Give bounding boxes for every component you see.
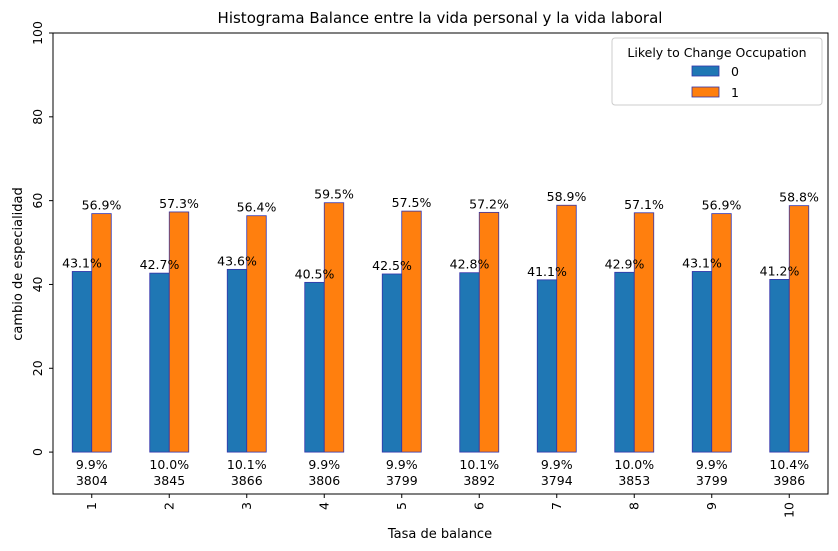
category-count-label: 3853	[618, 473, 650, 488]
category-share-label: 10.4%	[769, 457, 809, 472]
bar-value-label: 57.2%	[469, 196, 509, 211]
bar-series-0-cat-9	[691, 271, 713, 453]
category-count-label: 3806	[308, 473, 340, 488]
category-count-label: 3892	[463, 473, 495, 488]
legend-swatch-0	[691, 65, 720, 77]
x-axis: 1 2 3 4 5 6 7 8 9 10	[84, 494, 796, 518]
x-tick-label: 3	[239, 502, 254, 510]
bar-series-1-cat-1	[91, 213, 112, 453]
category-share-label: 10.0%	[614, 457, 654, 472]
legend-label-1: 1	[731, 85, 739, 100]
legend-label-0: 0	[731, 64, 739, 79]
bar-value-label: 57.5%	[392, 195, 432, 210]
category-share-label: 10.1%	[227, 457, 267, 472]
y-tick-label: 20	[30, 360, 45, 376]
category-count-label: 3845	[153, 473, 185, 488]
x-tick-label: 8	[626, 502, 641, 510]
category-share-label: 9.9%	[696, 457, 728, 472]
bar-value-label: 42.9%	[605, 256, 645, 271]
category-count-label: 3794	[541, 473, 573, 488]
x-tick-label: 1	[84, 502, 99, 510]
bar-value-label: 56.4%	[237, 200, 277, 215]
x-tick-label: 5	[394, 502, 409, 510]
category-share-label: 10.0%	[149, 457, 189, 472]
value-labels-layer: 43.1% 56.9% 42.7% 57.3% 43.6% 56.4% 40.5% 59.5%…	[62, 187, 819, 282]
bar-series-0-cat-2	[149, 272, 170, 453]
bar-value-label: 42.5%	[372, 258, 412, 273]
category-count-label: 3804	[76, 473, 108, 488]
x-tick-label: 2	[161, 502, 176, 510]
category-count-label: 3986	[773, 473, 805, 488]
category-share-label: 9.9%	[76, 457, 108, 472]
bar-value-label: 42.8%	[450, 257, 490, 272]
legend-title: Likely to Change Occupation	[627, 45, 806, 60]
bar-series-0-cat-6	[459, 272, 480, 453]
bar-series-0-cat-7	[536, 279, 558, 453]
y-axis-label: cambio de especialidad	[11, 187, 26, 341]
bar-series-1-cat-7	[556, 204, 577, 453]
bar-value-label: 56.9%	[82, 198, 122, 213]
annotations-layer: 9.9%380410.0%384510.1%38669.9%38069.9%37…	[76, 457, 809, 488]
y-tick-label: 60	[30, 193, 45, 209]
legend-swatch-1	[691, 86, 720, 98]
y-axis: 0 20 40 60 80 100	[30, 21, 53, 456]
bar-series-1-cat-3	[246, 215, 267, 453]
bar-series-0-cat-3	[226, 268, 248, 453]
bar-value-label: 57.3%	[159, 196, 199, 211]
chart-title: Histograma Balance entre la vida persona…	[218, 9, 663, 27]
y-tick-label: 40	[30, 276, 45, 292]
bar-series-0-cat-10	[769, 279, 790, 453]
y-tick-label: 80	[30, 109, 45, 125]
bar-value-label: 41.2%	[760, 263, 800, 278]
bar-series-1-cat-5	[401, 210, 422, 453]
bar-series-0-cat-5	[381, 273, 403, 453]
y-tick-label: 0	[30, 448, 45, 456]
category-share-label: 10.1%	[459, 457, 499, 472]
bar-series-1-cat-4	[323, 202, 345, 453]
bar-value-label: 43.6%	[217, 253, 257, 268]
bar-value-label: 40.5%	[295, 266, 335, 281]
category-count-label: 3799	[696, 473, 728, 488]
x-axis-label: Tasa de balance	[387, 527, 492, 542]
bar-value-label: 58.9%	[547, 189, 587, 204]
x-tick-label: 6	[471, 502, 486, 510]
bar-series-1-cat-9	[711, 213, 732, 453]
plot-frame	[52, 32, 829, 495]
bar-value-label: 59.5%	[314, 187, 354, 202]
bars-layer	[71, 202, 810, 453]
x-tick-label: 7	[549, 502, 564, 510]
legend: Likely to Change Occupation 0 1	[611, 37, 823, 106]
bar-series-0-cat-1	[71, 271, 93, 453]
bar-value-label: 56.9%	[702, 198, 742, 213]
bar-value-label: 43.1%	[62, 255, 102, 270]
bar-value-label: 42.7%	[140, 257, 180, 272]
bar-value-label: 43.1%	[682, 255, 722, 270]
category-share-label: 9.9%	[386, 457, 418, 472]
category-count-label: 3866	[231, 473, 263, 488]
bar-series-1-cat-2	[168, 211, 190, 453]
bar-series-1-cat-6	[478, 211, 500, 453]
bar-series-0-cat-4	[304, 281, 325, 453]
x-tick-label: 4	[316, 502, 331, 510]
x-tick-label: 9	[704, 502, 719, 510]
x-tick-label: 10	[781, 502, 796, 518]
category-share-label: 9.9%	[541, 457, 573, 472]
bar-series-0-cat-8	[614, 271, 635, 453]
bar-value-label: 58.8%	[779, 190, 819, 205]
bar-value-label: 57.1%	[624, 197, 664, 212]
y-tick-label: 100	[30, 21, 45, 45]
bar-series-1-cat-10	[788, 205, 810, 453]
bar-value-label: 41.1%	[527, 264, 567, 279]
bar-series-1-cat-8	[633, 212, 655, 453]
category-share-label: 9.9%	[308, 457, 340, 472]
category-count-label: 3799	[386, 473, 418, 488]
